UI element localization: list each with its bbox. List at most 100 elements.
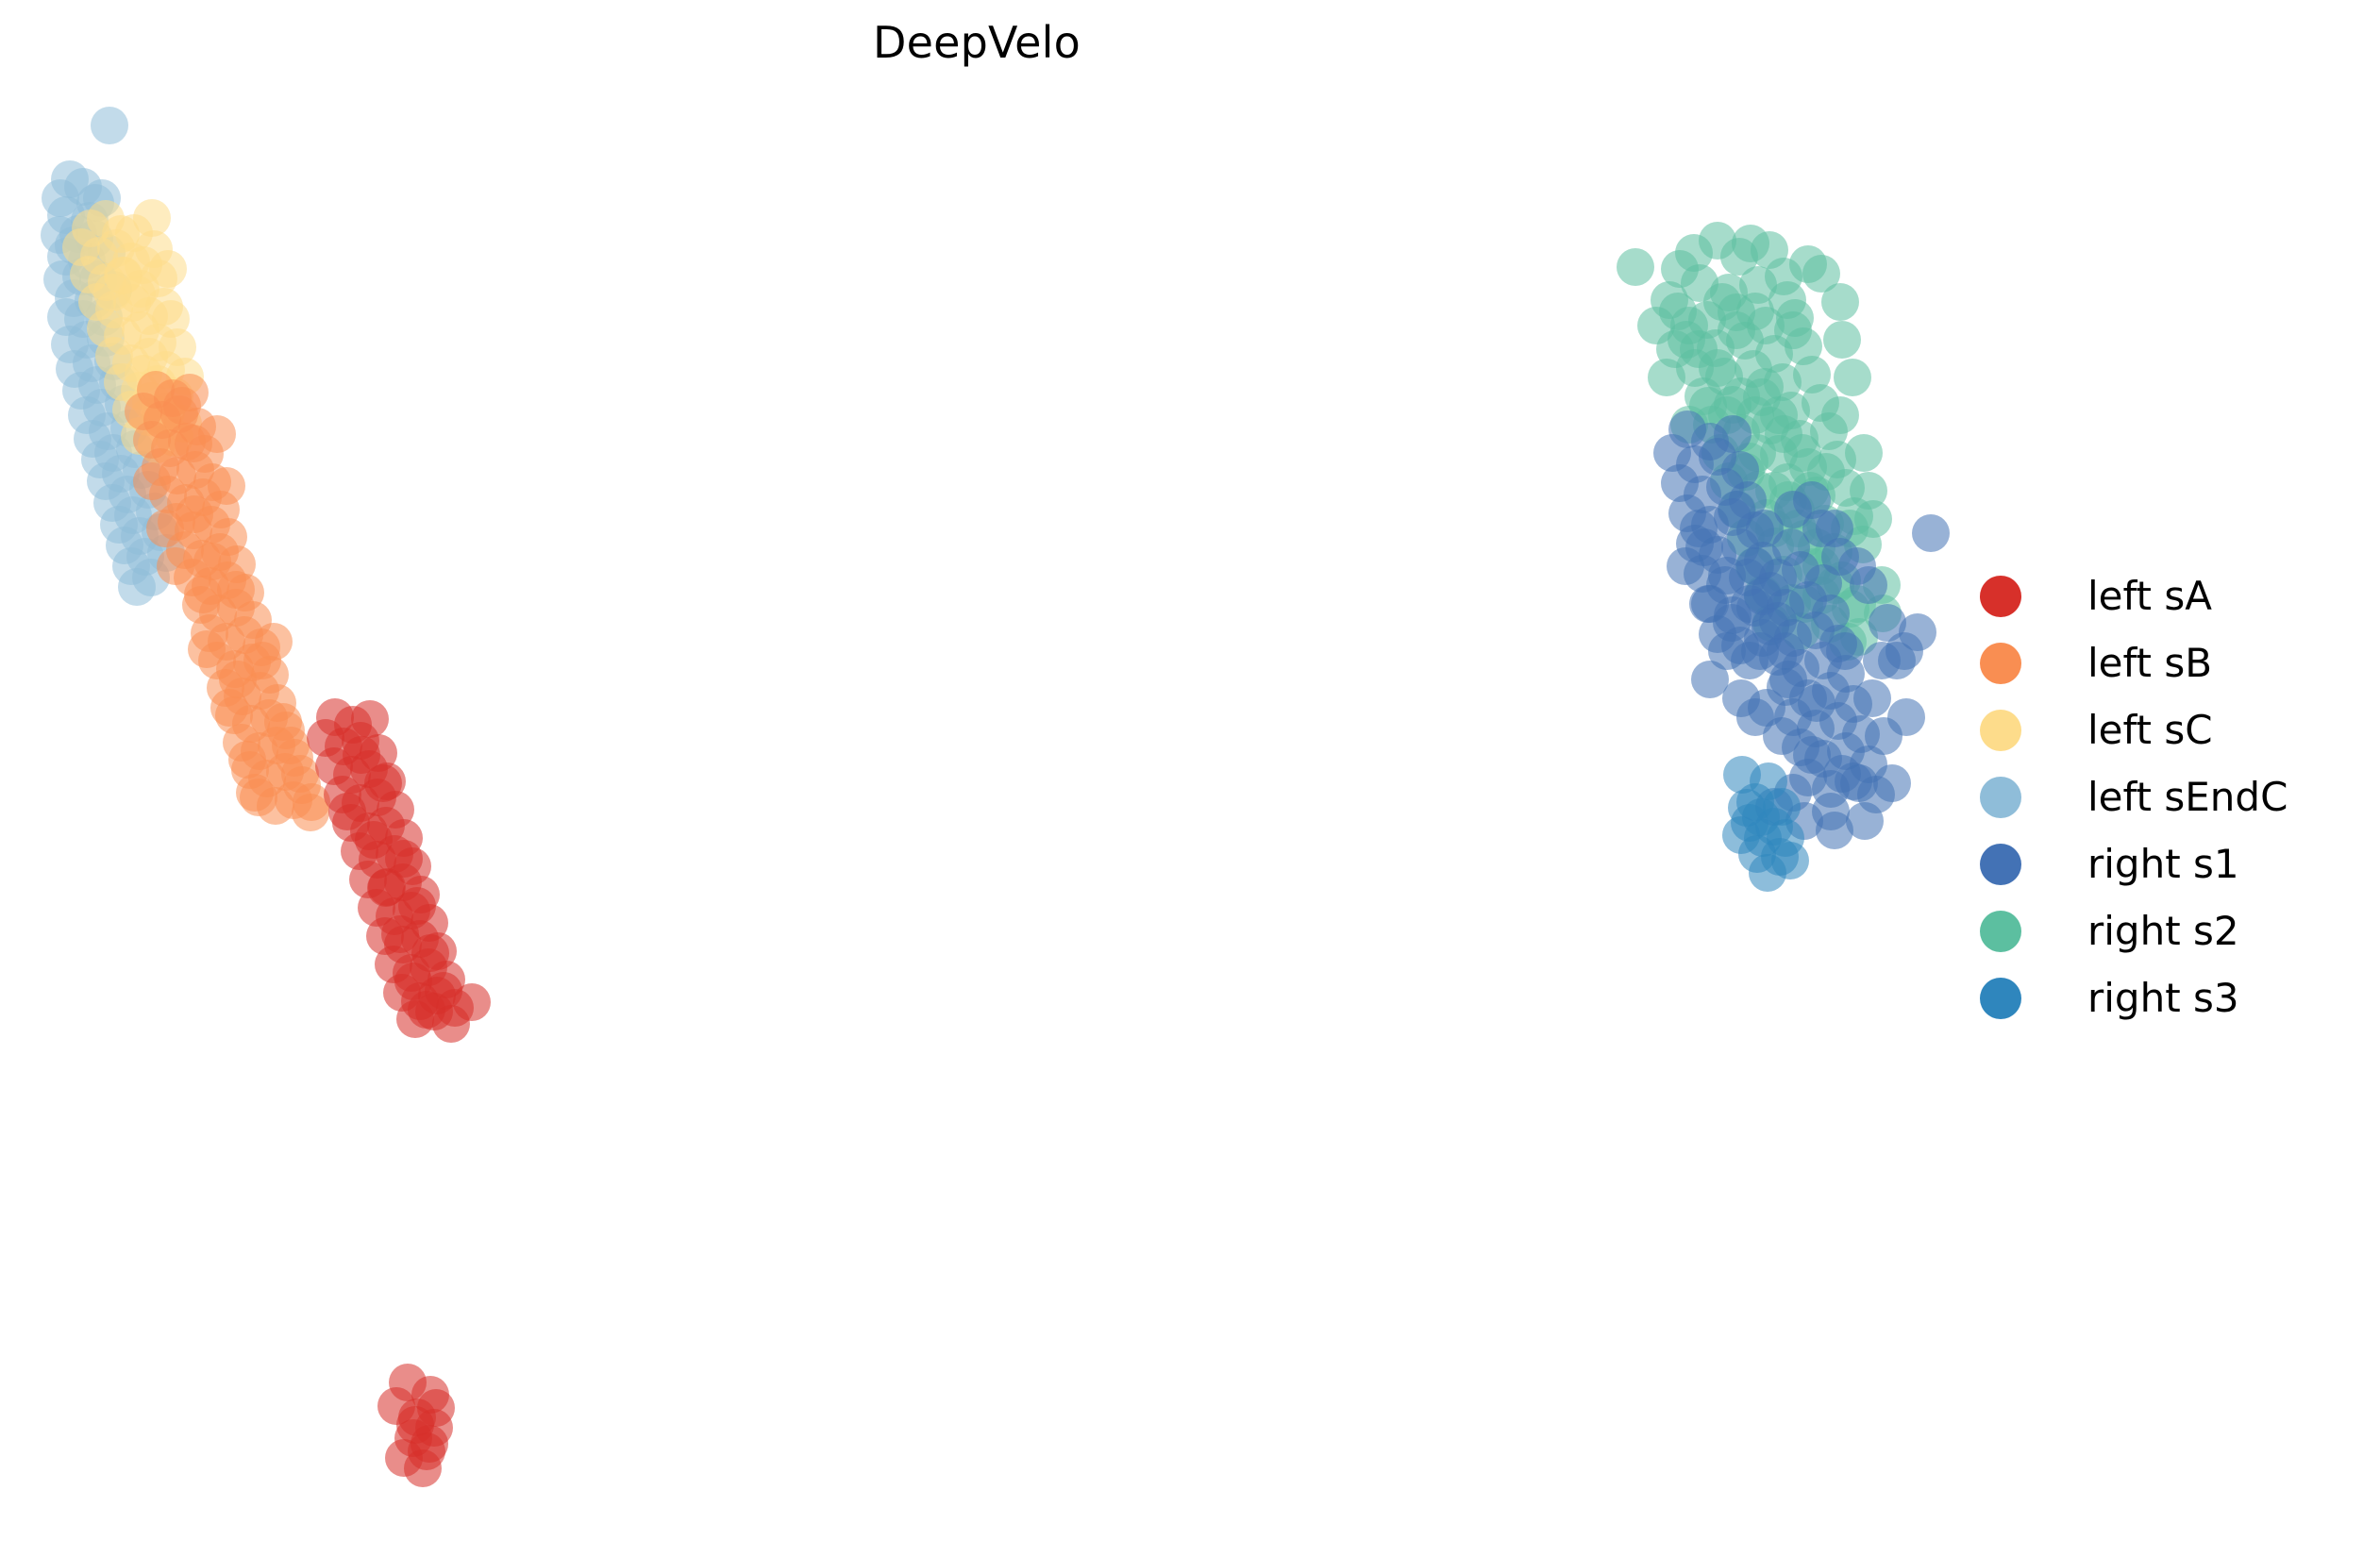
legend-color-dot-icon [1980,642,2021,684]
legend-color-dot-icon [1980,910,2021,952]
scatter-point [1718,491,1755,528]
scatter-point [1689,585,1727,623]
scatter-point [1850,472,1887,510]
scatter-point [1834,359,1871,396]
scatter-point [1708,557,1746,595]
scatter-point [1746,510,1784,547]
scatter-point [1873,764,1911,802]
scatter-point [228,741,266,779]
legend-color-dot-icon [1980,776,2021,818]
scatter-point [1793,481,1831,519]
legend-item-label: left sC [2087,706,2213,753]
scatter-point [1821,396,1859,434]
scatter-point [152,300,190,338]
scatter-points-layer [41,107,1950,1487]
legend-color-dot-icon [1980,709,2021,751]
scatter-point [1774,311,1812,349]
legend-item[interactable]: right s1 [1980,830,2376,897]
scatter-point [453,983,491,1021]
scatter-series [1653,410,1950,849]
scatter-point [1793,736,1831,774]
scatter-point [1769,661,1807,698]
legend-item[interactable]: left sC [1980,696,2376,763]
scatter-point [1741,632,1779,670]
scatter-point [255,623,293,661]
scatter-point [146,510,184,547]
legend-item-label: left sEndC [2087,773,2288,820]
scatter-point [157,547,194,585]
legend-item-label: right s1 [2087,840,2239,887]
scatter-series [307,698,491,1487]
scatter-point [408,991,445,1029]
scatter-point [1838,547,1876,585]
scatter-point [176,495,213,533]
scatter-point [93,274,131,311]
scatter-point [208,467,245,505]
legend-item[interactable]: left sA [1980,562,2376,629]
scatter-point [1823,321,1861,359]
scatter-point [1802,255,1840,293]
scatter-point [1648,359,1685,396]
scatter-point [188,630,226,668]
legend-color-dot-icon [1980,575,2021,617]
scatter-point [1899,613,1936,651]
legend-color-dot-icon [1980,843,2021,885]
scatter-point [217,571,255,609]
scatter-point [411,1425,448,1463]
scatter-point [159,328,196,366]
scatter-point [1784,434,1821,472]
scatter-point [1845,434,1883,472]
scatter-point [118,568,156,606]
scatter-point [1869,604,1906,642]
legend-item[interactable]: left sB [1980,629,2376,696]
scatter-point [1703,283,1741,321]
scatter-point [1661,250,1699,288]
legend-item-label: right s2 [2087,907,2239,954]
page-title: DeepVelo [873,17,1081,68]
scatter-point [236,774,274,812]
legend-item[interactable]: right s2 [1980,897,2376,964]
scatter-point [149,250,187,288]
scatter-point [1691,661,1729,698]
scatter-point [398,887,436,925]
scatter-point [1816,510,1853,547]
scatter-point [133,199,171,237]
scatter-point [1656,330,1694,368]
scatter-point [1667,547,1704,585]
scatter-point [219,661,257,698]
scatter-point [184,576,222,613]
scatter-point [1680,510,1718,547]
scatter-series [125,371,330,831]
scatter-point [1718,311,1755,349]
scatter-point [163,387,201,425]
legend-item-label: right s3 [2087,974,2239,1021]
scatter-point [394,963,432,1000]
scatter-point [1853,679,1891,717]
scatter-point [175,425,212,462]
scatter-point [1826,632,1864,670]
legend-item-label: left sA [2087,572,2212,619]
scatter-point [1772,528,1810,566]
scatter-point [1708,632,1746,670]
scatter-point [1751,231,1788,269]
legend-item[interactable]: right s3 [1980,964,2376,1031]
scatter-point [1763,717,1801,755]
legend-item[interactable]: left sEndC [1980,763,2376,830]
scatter-point [193,543,231,580]
scatter-point [1798,684,1835,722]
scatter-point [1821,283,1859,321]
scatter-point [133,462,171,500]
scatter-point [91,107,128,144]
scatter-point [1865,717,1902,755]
scatter-point [328,793,366,830]
scatter-point [364,764,402,802]
scatter-point [1760,396,1798,434]
scatter-point [1912,514,1950,552]
scatter-point [293,783,330,821]
scatter-point [1823,755,1861,793]
scatter-point [1742,798,1780,836]
scatter-point [210,689,248,727]
scatter-point [1846,802,1884,840]
